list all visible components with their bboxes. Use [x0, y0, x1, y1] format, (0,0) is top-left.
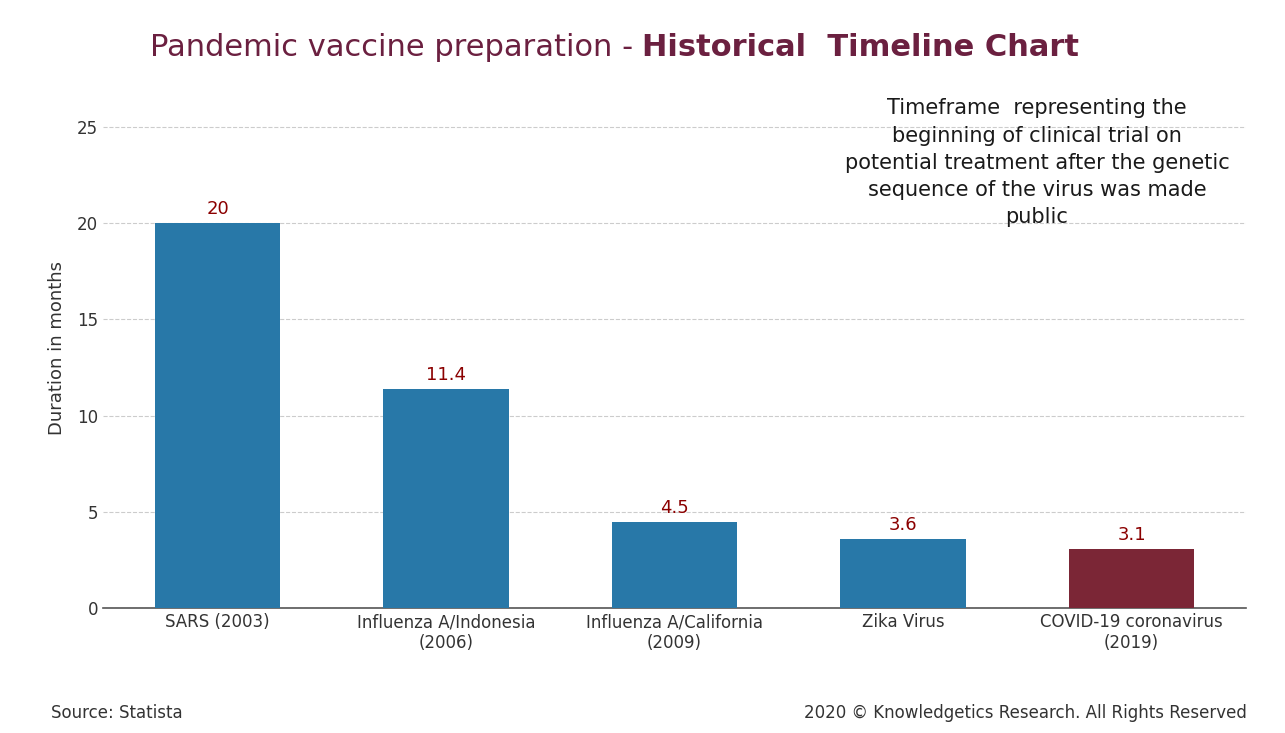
Bar — [154, 223, 280, 608]
Y-axis label: Duration in months: Duration in months — [48, 261, 66, 435]
Text: 4.5: 4.5 — [660, 499, 689, 517]
Text: 3.1: 3.1 — [1118, 526, 1146, 544]
Bar — [383, 388, 509, 608]
Text: Source: Statista: Source: Statista — [51, 704, 182, 722]
Text: Timeframe  representing the
beginning of clinical trial on
potential treatment a: Timeframe representing the beginning of … — [844, 98, 1230, 227]
Bar — [1069, 548, 1195, 608]
Text: 20: 20 — [207, 200, 229, 218]
Bar — [612, 522, 738, 608]
Bar — [840, 539, 966, 608]
Text: Historical  Timeline Chart: Historical Timeline Chart — [642, 33, 1079, 62]
Text: 2020 © Knowledgetics Research. All Rights Reserved: 2020 © Knowledgetics Research. All Right… — [803, 704, 1246, 722]
Text: 11.4: 11.4 — [427, 366, 466, 384]
Text: Pandemic vaccine preparation -: Pandemic vaccine preparation - — [149, 33, 642, 62]
Text: 3.6: 3.6 — [889, 516, 917, 534]
